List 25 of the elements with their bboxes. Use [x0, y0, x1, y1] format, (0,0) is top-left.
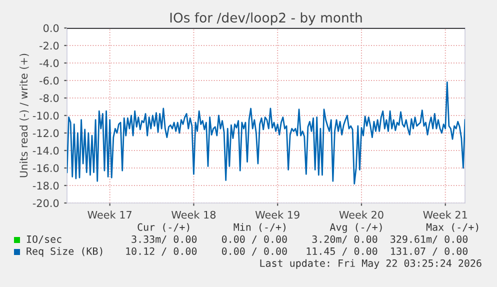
- legend-label: IO/sec: [26, 235, 62, 244]
- y-tick-label: -18.0: [32, 182, 59, 190]
- legend-label: Req Size (KB): [26, 247, 102, 257]
- x-tick-label: Week 20: [339, 210, 384, 219]
- text: Last update: Fri May 22 03:25:24 2026: [260, 259, 482, 269]
- y-tick-label: 0.0: [43, 24, 59, 32]
- y-tick-label: -16.0: [32, 164, 59, 172]
- y-tick-label: -6.0: [40, 76, 59, 85]
- x-tick-label: Week 18: [172, 210, 216, 219]
- line-series: [67, 82, 465, 184]
- y-tick-label: -4.0: [40, 59, 59, 68]
- x-tick-label: Week 19: [255, 210, 300, 219]
- y-tick-label: -14.0: [32, 146, 59, 155]
- text: 3.33m/ 0.00 0.00 / 0.00 3.20m/ 0.00 329.61m/ 0.00: [132, 235, 468, 244]
- y-tick-label: -8.0: [40, 94, 59, 102]
- x-tick-label: Week 21: [423, 210, 467, 219]
- chart-title: IOs for /dev/loop2 - by month: [170, 12, 362, 26]
- y-tick-label: -20.0: [32, 199, 59, 208]
- y-tick-label: -2.0: [40, 42, 59, 50]
- x-tick-label: Week 17: [88, 210, 132, 219]
- text: 10.12 / 0.00 0.00 / 0.00 11.45 / 0.00 131.07 / 0.00: [126, 247, 468, 256]
- y-tick-label: -12.0: [32, 129, 59, 138]
- y-tick-label: -10.0: [32, 112, 59, 120]
- y-axis-title: Units read (-) / write (+): [20, 54, 29, 178]
- text: Cur (-/+) Min (-/+) Avg (-/+) Max (-/+): [138, 223, 478, 233]
